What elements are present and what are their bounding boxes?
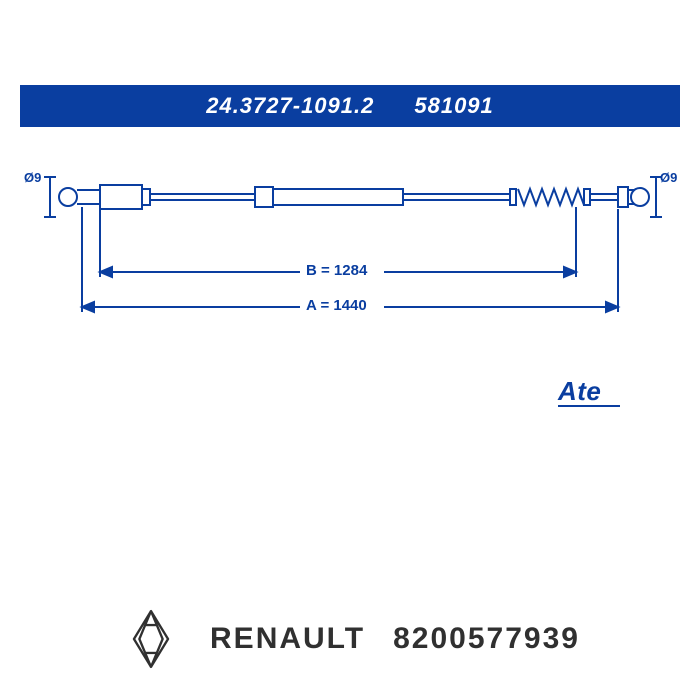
right-diameter-label: Ø9 bbox=[660, 170, 677, 185]
ate-brand-logo: Ate bbox=[558, 376, 620, 407]
diagram-area: Ø9 bbox=[20, 127, 680, 415]
oem-number: 8200577939 bbox=[393, 622, 580, 656]
manufacturer-name: RENAULT bbox=[210, 622, 365, 656]
cable-body bbox=[59, 185, 649, 209]
technical-figure: 24.3727-1091.2 581091 Ø9 bbox=[20, 85, 680, 415]
left-diameter-annotation: Ø9 bbox=[24, 170, 56, 217]
renault-diamond-icon bbox=[120, 608, 182, 670]
dimension-a: A = 1440 bbox=[82, 294, 618, 314]
right-diameter-annotation: Ø9 bbox=[650, 170, 677, 217]
renault-logo bbox=[120, 608, 182, 670]
part-number-full: 24.3727-1091.2 bbox=[206, 93, 374, 119]
dimension-b: B = 1284 bbox=[100, 259, 576, 279]
dim-a-label: A = 1440 bbox=[306, 297, 367, 314]
brand-name: Ate bbox=[558, 376, 601, 406]
spring-section bbox=[510, 189, 590, 205]
cable-diagram: Ø9 bbox=[20, 127, 680, 415]
dim-b-label: B = 1284 bbox=[306, 262, 368, 279]
left-diameter-label: Ø9 bbox=[24, 170, 41, 185]
footer: RENAULT 8200577939 bbox=[0, 608, 700, 670]
part-number-short: 581091 bbox=[414, 93, 493, 119]
header-bar: 24.3727-1091.2 581091 bbox=[20, 85, 680, 127]
